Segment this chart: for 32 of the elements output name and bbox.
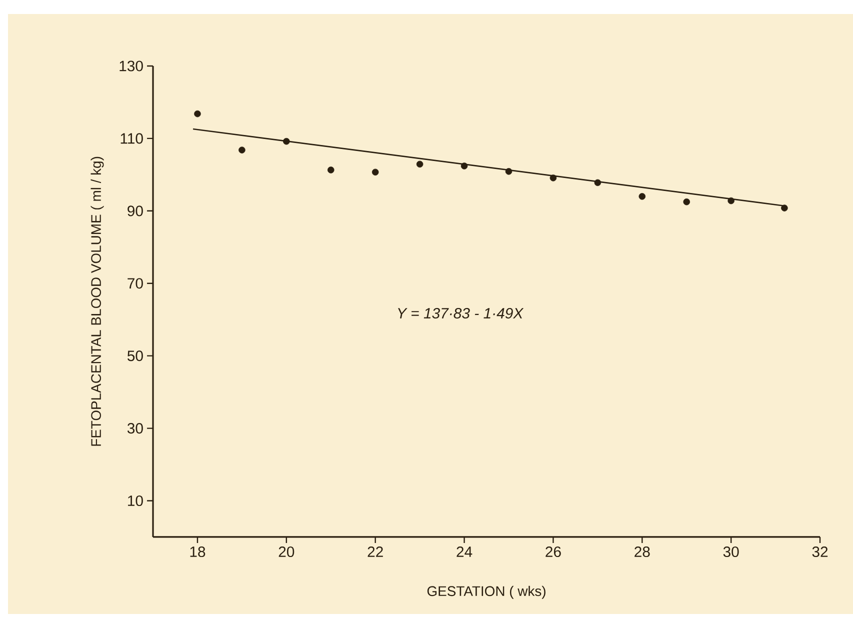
x-tick-label: 30 xyxy=(723,546,739,558)
y-tick-label: 50 xyxy=(127,350,143,362)
x-tick-label: 18 xyxy=(190,546,206,558)
point xyxy=(372,168,379,176)
x-axis-title: GESTATION ( wks) xyxy=(427,586,546,599)
point xyxy=(781,204,788,212)
x-tick-label: 24 xyxy=(456,546,472,557)
point xyxy=(460,162,468,170)
annotation: Y = 137·83 - 1·49X xyxy=(398,308,524,319)
y-tick-label: 90 xyxy=(128,206,143,216)
point xyxy=(283,138,290,145)
y-tick-label: 110 xyxy=(120,133,143,144)
point xyxy=(505,168,512,175)
point xyxy=(416,160,424,168)
y-tick-label: 30 xyxy=(127,423,143,434)
point xyxy=(238,146,246,154)
y-tick-label: 70 xyxy=(128,278,143,289)
y-tick-label: 10 xyxy=(128,495,143,506)
point xyxy=(594,179,602,186)
x-tick-label: 32 xyxy=(812,546,828,558)
point xyxy=(638,193,646,200)
x-tick-label: 20 xyxy=(278,546,294,558)
point xyxy=(728,197,734,204)
y-tick-label: 130 xyxy=(120,60,143,72)
point xyxy=(550,174,557,182)
point xyxy=(194,110,201,118)
x-tick-label: 28 xyxy=(634,546,650,558)
point xyxy=(683,198,690,206)
point xyxy=(327,166,334,174)
x-tick-label: 26 xyxy=(546,546,561,558)
y-axis-title: FETOPLACENTAL BLOOD VOLUME ( ml / kg) xyxy=(90,156,104,446)
x-tick-label: 22 xyxy=(368,546,383,557)
